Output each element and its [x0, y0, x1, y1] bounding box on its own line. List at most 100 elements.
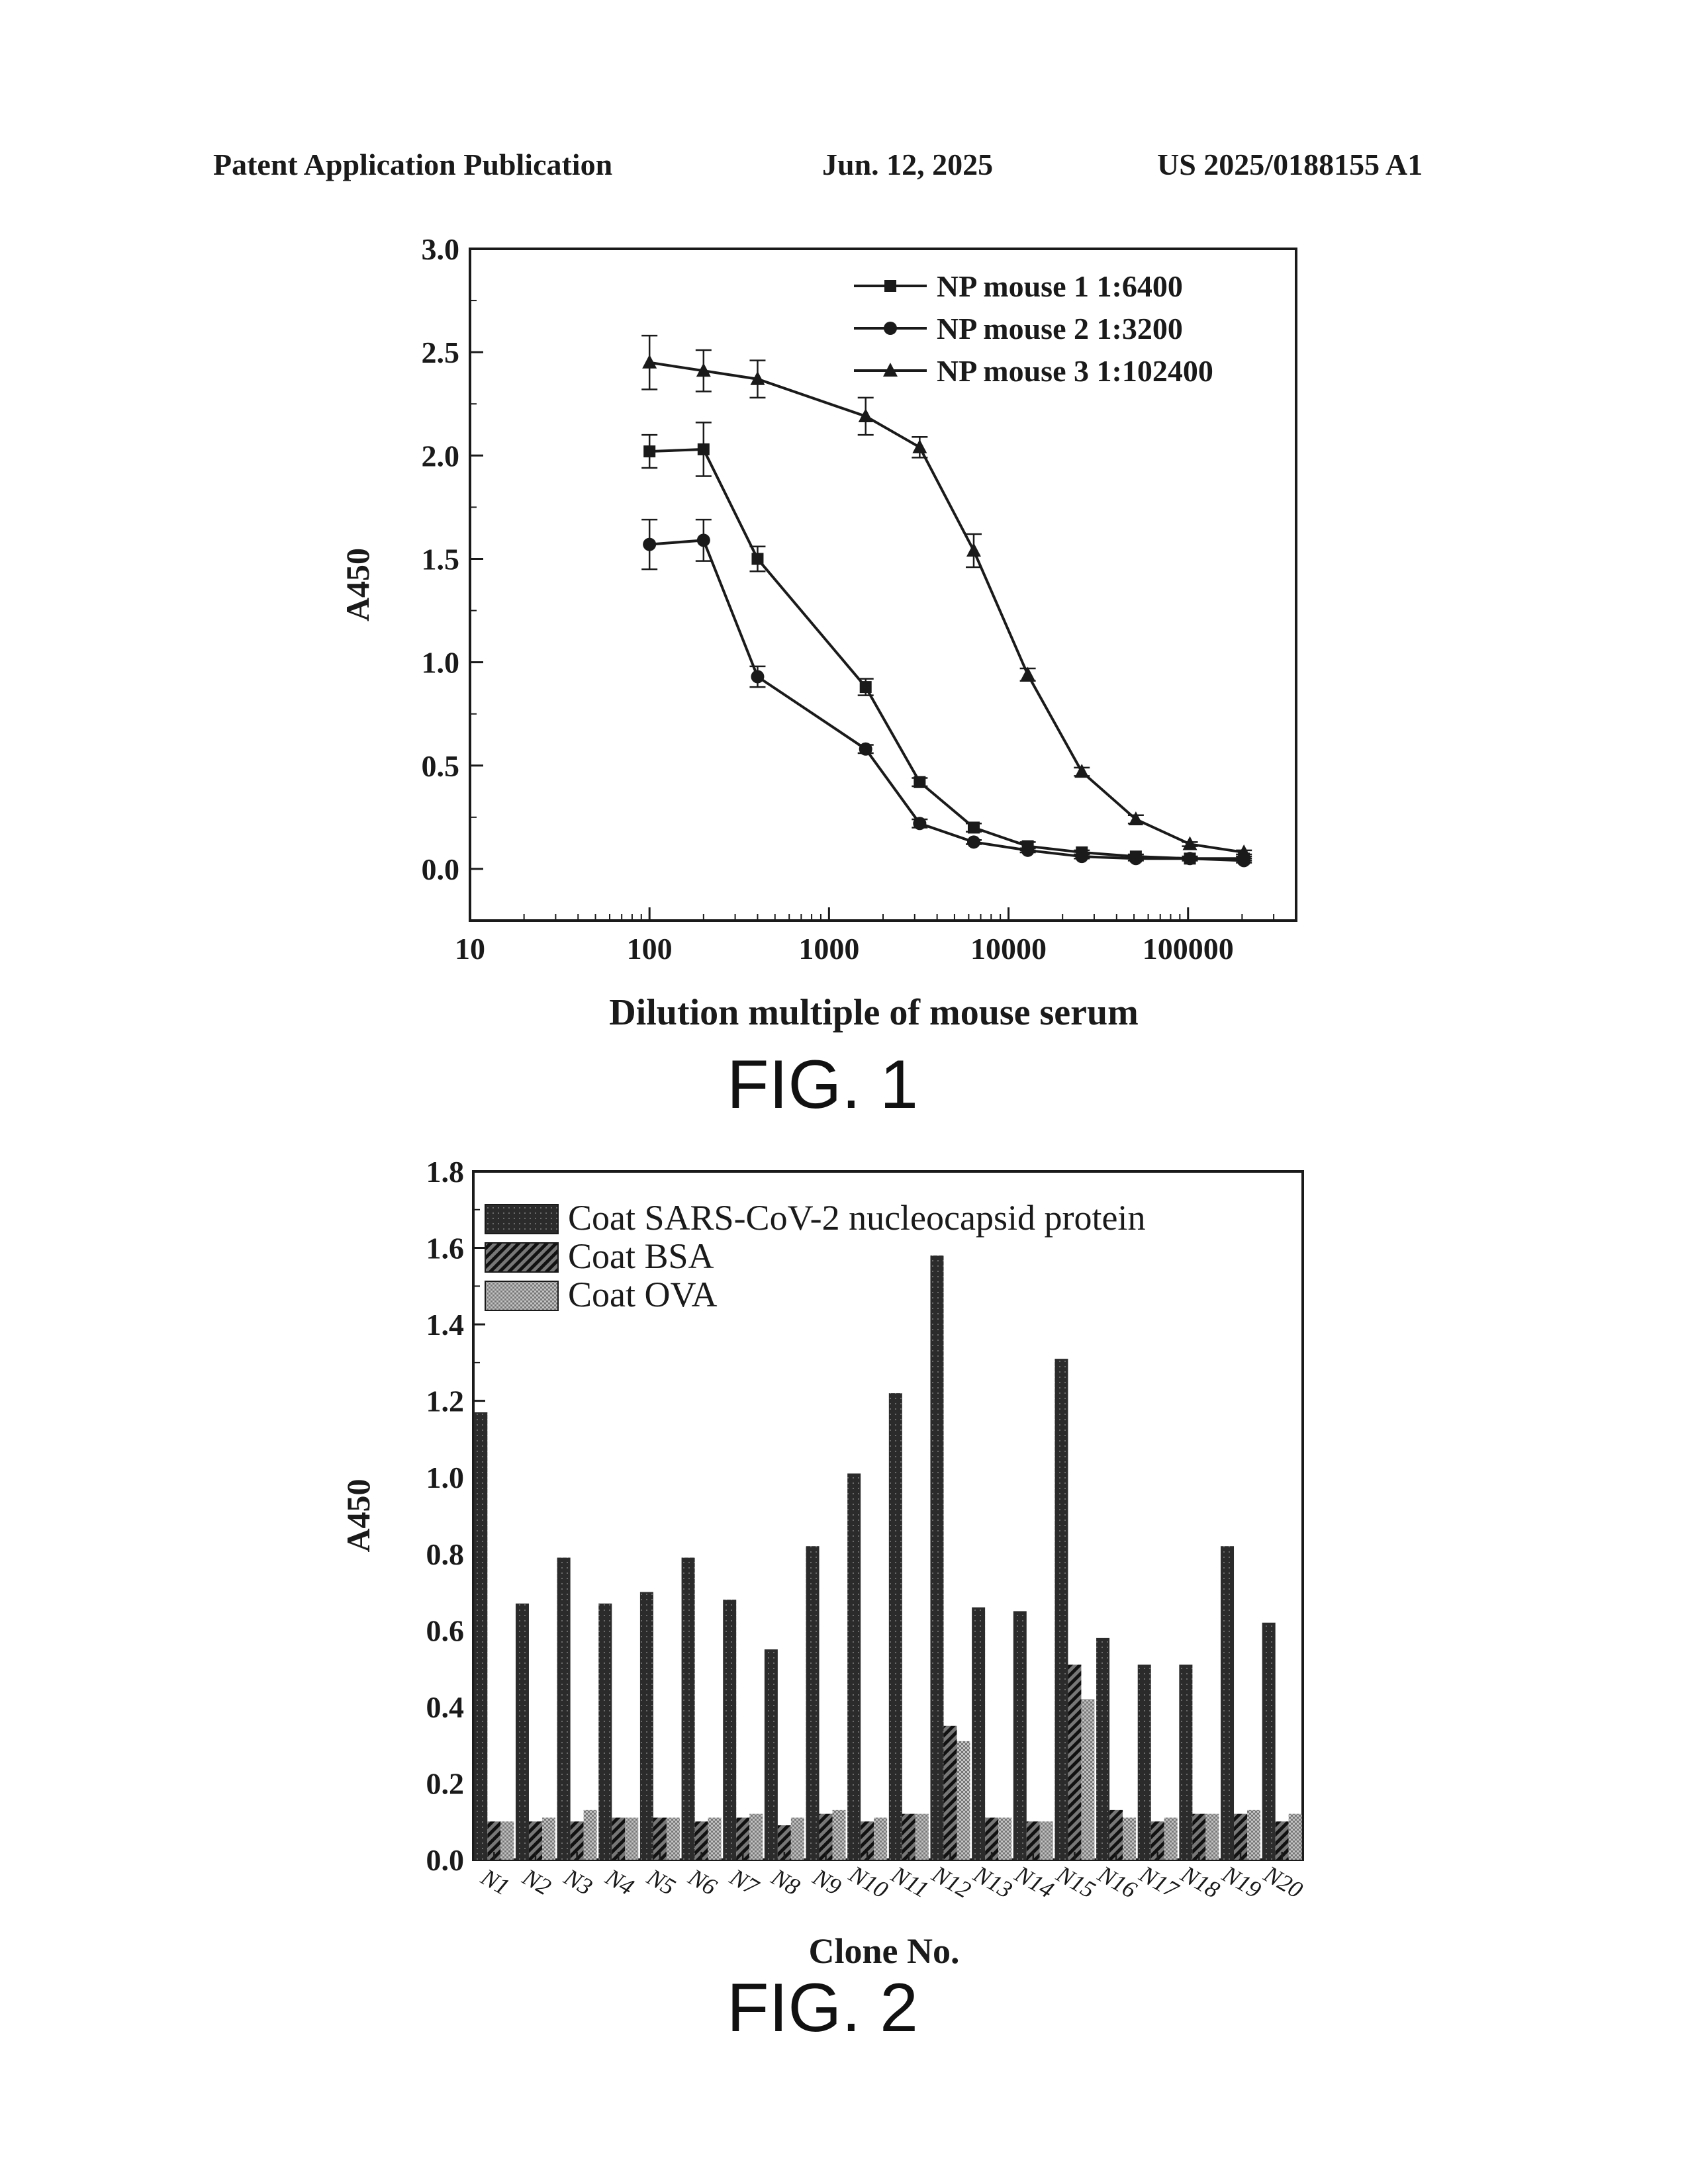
- fig2-y-tick-label: 1.0: [426, 1461, 465, 1494]
- fig2-bar: [1013, 1611, 1027, 1860]
- fig2-bar: [542, 1817, 555, 1860]
- fig2-bar: [557, 1558, 571, 1860]
- fig2-bar: [791, 1817, 804, 1860]
- fig2-x-tick-label: N12: [927, 1860, 976, 1903]
- fig2-legend-swatch: [485, 1243, 558, 1272]
- fig2-bar: [1221, 1546, 1234, 1860]
- fig2-bar: [1164, 1817, 1178, 1860]
- fig2-category-N7: [723, 1600, 763, 1860]
- fig2-bar: [723, 1600, 736, 1860]
- fig2-category-N17: [1138, 1664, 1178, 1860]
- fig2-bar: [833, 1810, 846, 1860]
- fig2-x-tick-label: N11: [886, 1860, 933, 1903]
- fig2-category-N12: [930, 1255, 970, 1860]
- fig2-bar: [930, 1255, 943, 1860]
- fig2-bar: [1262, 1623, 1276, 1860]
- fig2-x-tick-label: N16: [1093, 1860, 1141, 1903]
- fig2-category-N14: [1013, 1611, 1053, 1860]
- fig2-y-tick-label: 0.4: [426, 1690, 465, 1724]
- fig2-x-axis-label: Clone No.: [809, 1931, 960, 1971]
- fig2-legend-label: Coat BSA: [568, 1236, 714, 1276]
- fig2-x-tick-label: N15: [1052, 1860, 1100, 1903]
- fig2-bar: [598, 1604, 612, 1860]
- fig2-bar: [889, 1393, 902, 1860]
- fig2-bar: [874, 1817, 887, 1860]
- fig2-bar: [1247, 1810, 1260, 1860]
- fig2-category-N20: [1262, 1623, 1302, 1860]
- fig2-category-N15: [1055, 1359, 1094, 1860]
- fig2-x-tick-label: N17: [1135, 1860, 1184, 1904]
- fig2-y-tick-label: 0.2: [426, 1766, 465, 1800]
- fig2-bar: [915, 1814, 929, 1860]
- fig2-bar: [708, 1817, 722, 1860]
- fig2-category-N13: [972, 1608, 1011, 1860]
- fig2-category-N16: [1096, 1638, 1136, 1860]
- fig2-category-N5: [640, 1592, 680, 1860]
- fig2-x-tick-label: N8: [767, 1863, 804, 1900]
- fig2-x-tick-label: N20: [1259, 1860, 1307, 1903]
- fig2-bar: [1068, 1664, 1081, 1860]
- fig2-x-tick-label: N7: [725, 1863, 764, 1901]
- fig2-y-axis-label: A450: [340, 1479, 377, 1552]
- fig2-x-tick-label: N6: [684, 1863, 722, 1900]
- fig2-bar: [749, 1814, 763, 1860]
- fig2-category-N2: [516, 1604, 555, 1860]
- fig2-bar: [640, 1592, 653, 1860]
- fig2-bar: [625, 1817, 638, 1860]
- fig2-category-N1: [474, 1412, 514, 1860]
- fig2-bar: [1138, 1664, 1151, 1860]
- fig2-x-tick-label: N2: [518, 1863, 555, 1900]
- fig2-bar: [998, 1817, 1011, 1860]
- fig2-y-tick-label: 1.2: [426, 1385, 465, 1418]
- fig2-category-N19: [1221, 1546, 1260, 1860]
- fig2-caption: FIG. 2: [727, 1969, 918, 2048]
- fig2-category-N3: [557, 1558, 597, 1860]
- fig2-y-tick-label: 0.0: [426, 1843, 465, 1877]
- fig2-bar: [765, 1649, 778, 1860]
- fig2-bar: [1205, 1814, 1219, 1860]
- fig2-category-N8: [765, 1649, 804, 1860]
- fig2-x-tick-label: N4: [600, 1863, 638, 1900]
- fig2-bar: [1096, 1638, 1109, 1860]
- fig2-bar: [957, 1741, 970, 1860]
- fig2-y-tick-label: 1.8: [426, 1155, 465, 1189]
- fig2-bar: [972, 1608, 985, 1860]
- fig2-bar: [806, 1546, 820, 1860]
- fig2-category-N10: [847, 1473, 887, 1860]
- fig2-x-tick-label: N10: [844, 1860, 892, 1903]
- fig2-category-N4: [598, 1604, 638, 1860]
- fig2-legend-swatch: [485, 1281, 558, 1310]
- fig2-bar: [1055, 1359, 1068, 1860]
- fig2-x-tick-label: N9: [808, 1863, 845, 1900]
- fig2-category-N6: [682, 1558, 722, 1860]
- fig2-bar: [682, 1558, 695, 1860]
- fig2-bar: [1179, 1664, 1192, 1860]
- fig2-y-tick-label: 0.6: [426, 1614, 465, 1647]
- fig2-x-tick-label: N14: [1010, 1860, 1058, 1903]
- fig2-category-N9: [806, 1546, 846, 1860]
- fig2-bar: [667, 1817, 680, 1860]
- fig2-category-N18: [1179, 1664, 1219, 1860]
- fig2-y-tick-label: 1.6: [426, 1232, 465, 1265]
- fig2-bar: [516, 1604, 529, 1860]
- fig2-x-tick-label: N19: [1217, 1860, 1266, 1903]
- fig2-x-tick-label: N13: [968, 1860, 1017, 1903]
- fig2-bar-chart: 0.0 0.2 0.4 0.6 0.8 1.0 1.2 1.4 1.6 1.8 N1N2N3N4N5…: [0, 0, 1688, 2184]
- fig2-bar: [474, 1412, 487, 1860]
- fig2-x-tick-label: N18: [1176, 1860, 1225, 1903]
- fig2-x-tick-label: N1: [476, 1863, 514, 1900]
- fig2-x-tick-label: N5: [642, 1863, 680, 1900]
- fig2-bar: [584, 1810, 597, 1860]
- fig2-y-tick-label: 0.8: [426, 1537, 465, 1571]
- fig2-bar: [1040, 1821, 1053, 1860]
- fig2-x-tick-label: N3: [559, 1863, 597, 1900]
- fig2-bar: [847, 1473, 861, 1860]
- fig2-bar: [1081, 1699, 1094, 1860]
- fig2-category-N11: [889, 1393, 929, 1860]
- fig2-bar: [1289, 1814, 1302, 1860]
- fig2-y-tick-label: 1.4: [426, 1308, 465, 1342]
- fig2-legend-label: Coat OVA: [568, 1275, 718, 1314]
- fig2-bar: [943, 1726, 957, 1860]
- fig2-legend-swatch: [485, 1205, 558, 1234]
- fig2-legend-label: Coat SARS-CoV-2 nucleocapsid protein: [568, 1198, 1145, 1238]
